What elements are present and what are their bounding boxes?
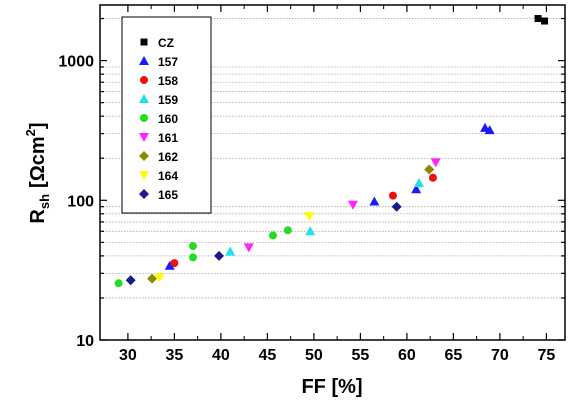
data-point-158: [388, 191, 397, 200]
legend-marker-158: [140, 76, 148, 84]
legend-label-160: 160: [158, 112, 178, 126]
data-point-157: [164, 260, 175, 270]
x-tick-label: 50: [305, 347, 323, 364]
x-tick-label: 45: [259, 347, 277, 364]
data-point-157: [484, 125, 495, 135]
legend-label-158: 158: [158, 74, 178, 88]
x-tick-label: 35: [166, 347, 184, 364]
legend-marker-159: [139, 94, 149, 103]
axis-ticks: 10 100 1000 30 35 40 45 50 55 60 65 70 75: [58, 5, 565, 364]
data-point-162: [147, 273, 158, 284]
data-point-159: [305, 226, 316, 236]
data-point-161: [430, 158, 441, 168]
data-point-157: [411, 184, 422, 194]
x-tick-label: 65: [445, 347, 463, 364]
data-point-158: [170, 259, 179, 268]
legend-marker-160: [140, 114, 148, 122]
legend-marker-161: [139, 133, 149, 142]
y-axis-superscript: 2: [23, 129, 38, 136]
data-point-CZ: [541, 17, 549, 25]
legend-label-165: 165: [158, 188, 178, 202]
x-axis-title: FF [%]: [301, 376, 362, 398]
legend-marker-164: [139, 171, 149, 180]
y-tick-label: 1000: [58, 54, 94, 71]
x-tick-label: 40: [212, 347, 230, 364]
legend-label-164: 164: [158, 169, 178, 183]
legend: CZ 157 158 159 160 161 162 164 165: [121, 16, 212, 214]
x-tick-label: 60: [398, 347, 416, 364]
data-point-160: [268, 231, 277, 240]
legend-marker-CZ: [140, 38, 148, 46]
x-tick-label: 75: [538, 347, 556, 364]
y-axis-symbol: R: [27, 209, 49, 224]
data-point-164: [304, 212, 315, 222]
plot-area-frame: [99, 4, 566, 341]
legend-label-157: 157: [158, 55, 178, 69]
y-axis-close: ]: [27, 122, 49, 129]
data-point-159: [225, 246, 236, 256]
y-tick-label: 10: [76, 333, 94, 350]
data-point-158: [428, 173, 437, 182]
data-points: [114, 15, 549, 288]
y-axis-unit: [Ωcm: [27, 136, 49, 188]
data-point-160: [114, 279, 123, 288]
y-axis-subscript: sh: [37, 194, 52, 209]
legend-marker-162: [139, 151, 149, 161]
data-point-162: [424, 164, 435, 175]
legend-label-161: 161: [158, 131, 178, 145]
x-tick-label: 70: [491, 347, 509, 364]
data-point-160: [189, 242, 197, 251]
data-point-165: [391, 201, 402, 212]
data-point-160: [189, 253, 197, 262]
y-axis-title: Rsh [Ωcm2]: [23, 122, 52, 223]
data-point-164: [154, 273, 165, 283]
data-point-CZ: [534, 15, 542, 23]
x-tick-label: 30: [119, 347, 137, 364]
data-point-161: [347, 200, 358, 210]
legend-box: [121, 16, 212, 214]
x-tick-label: 55: [352, 347, 370, 364]
data-point-159: [413, 177, 424, 187]
data-point-157: [369, 196, 380, 206]
data-point-160: [283, 226, 292, 235]
data-point-161: [243, 243, 254, 253]
y-tick-label: 100: [67, 193, 94, 210]
data-point-165: [125, 275, 136, 286]
data-point-165: [214, 250, 225, 261]
legend-label-CZ: CZ: [158, 36, 174, 50]
legend-label-159: 159: [158, 93, 178, 107]
legend-marker-165: [139, 189, 149, 199]
grid-lines: [100, 18, 565, 299]
legend-label-162: 162: [158, 150, 178, 164]
legend-marker-157: [139, 56, 149, 65]
